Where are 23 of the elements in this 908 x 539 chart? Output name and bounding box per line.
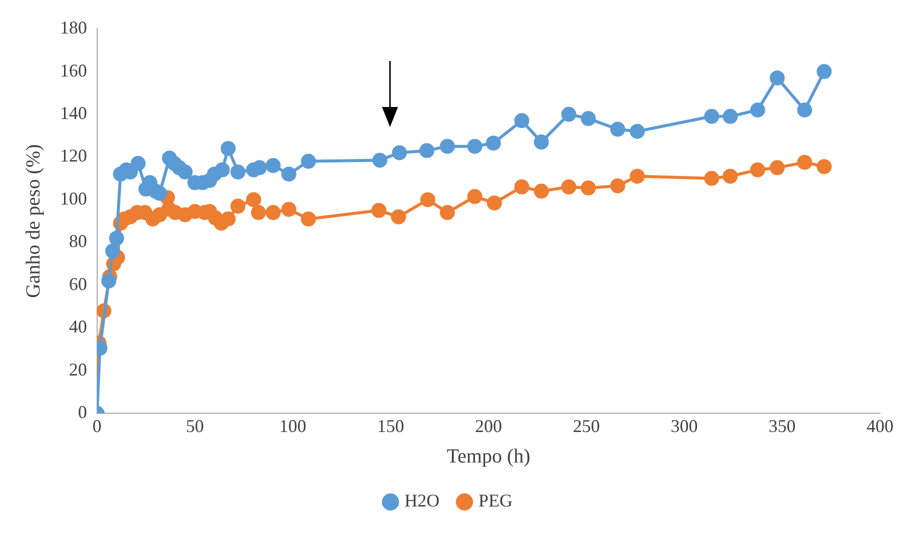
y-axis-title: Ganho de peso (%) <box>22 144 44 298</box>
x-tick-label: 150 <box>377 416 404 436</box>
x-tick-label: 400 <box>866 416 894 436</box>
y-tick-label: 20 <box>69 359 87 380</box>
x-tick-label: 0 <box>92 416 102 436</box>
x-tick-label: 100 <box>279 416 306 436</box>
y-tick-label: 40 <box>69 316 87 337</box>
y-tick-label: 60 <box>69 274 87 294</box>
y-tick-label: 120 <box>60 146 87 166</box>
y-tick-label: 160 <box>60 60 87 80</box>
y-tick-label: 0 <box>78 402 87 422</box>
y-tick-label: 100 <box>60 188 87 208</box>
x-tick-label: 300 <box>670 416 698 436</box>
legend-label: H2O <box>404 490 440 511</box>
x-tick-label: 50 <box>186 416 204 436</box>
y-tick-label: 80 <box>69 231 87 252</box>
x-axis-title: Tempo (h) <box>446 445 530 468</box>
x-tick-label: 250 <box>572 416 600 436</box>
y-tick-label: 180 <box>60 18 87 38</box>
legend-label: PEG <box>478 490 513 511</box>
y-tick-label: 140 <box>60 103 87 123</box>
x-tick-label: 200 <box>475 416 502 436</box>
x-tick-label: 350 <box>768 416 796 436</box>
